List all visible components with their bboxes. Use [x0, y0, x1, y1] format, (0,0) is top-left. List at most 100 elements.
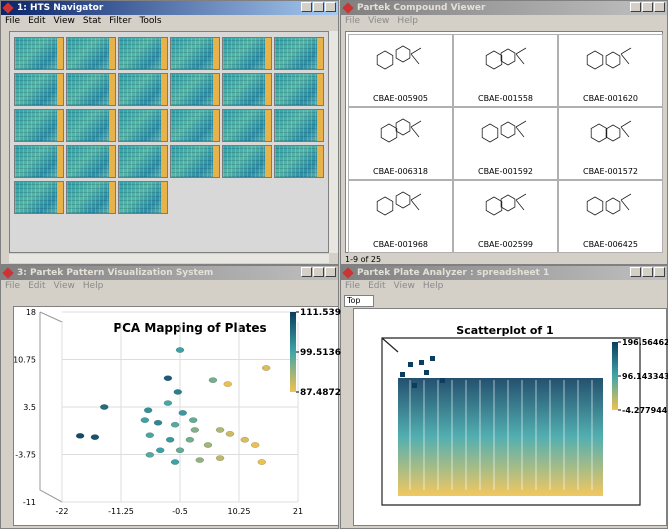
menu-item[interactable]: File: [5, 16, 21, 26]
maximize[interactable]: [313, 2, 324, 12]
plate-thumbnail: [66, 73, 116, 106]
colorbar-label: 111.539: [300, 308, 341, 318]
outlier: [412, 383, 417, 388]
data-point: [163, 375, 173, 382]
window: Partek Compound Viewer File View Help CBAE…: [340, 0, 668, 265]
scrollbar[interactable]: [9, 254, 329, 263]
data-point: [190, 427, 200, 433]
colorbar-label: 196.56462: [622, 338, 668, 347]
molecule-ring: [605, 124, 621, 142]
molecule-bond: [620, 47, 632, 65]
window: 1: HTS Navigator File Edit View Stat Filter T…: [0, 0, 339, 265]
close[interactable]: [654, 2, 665, 12]
window-title: 1: HTS Navigator: [17, 3, 104, 13]
data-point: [170, 421, 180, 428]
plate-thumbnail: [66, 37, 116, 70]
menu-item[interactable]: Stat: [82, 16, 102, 26]
menu-item[interactable]: View: [53, 281, 75, 291]
menu-item[interactable]: Help: [82, 281, 104, 291]
menu-item[interactable]: Filter: [109, 16, 132, 26]
data-point: [170, 459, 180, 465]
status: 1-9 of 25: [345, 255, 382, 264]
menu-item[interactable]: Tools: [139, 16, 162, 26]
molecule-bond: [620, 193, 632, 211]
plate-thumbnail: [14, 145, 64, 178]
plate-thumbnail: [274, 37, 324, 70]
compound-cell: CBAE-006425: [558, 180, 663, 253]
molecule-bond: [515, 120, 527, 138]
compound-cell: CBAE-001558: [453, 34, 558, 107]
minimize[interactable]: [301, 2, 312, 12]
x-tick-label: 10.25: [228, 507, 251, 516]
data-point: [223, 381, 232, 387]
menu-item[interactable]: Edit: [368, 281, 386, 291]
chart-title: PCA Mapping of Plates: [113, 321, 266, 335]
colorbar-label: -4.277944: [622, 406, 668, 415]
molecule-ring: [485, 196, 503, 216]
molecule-ring: [395, 191, 411, 209]
plate-thumbnail: [170, 145, 220, 178]
menu-bar: File Edit View Stat Filter Tools: [1, 15, 338, 28]
compound-id: CBAE-001592: [477, 167, 534, 176]
data-point: [163, 400, 173, 406]
title-bar: 1: HTS Navigator: [1, 1, 338, 15]
data-point: [100, 404, 109, 410]
x-tick-label: 21: [293, 507, 303, 516]
data-point: [185, 436, 195, 443]
menu-item[interactable]: File: [345, 16, 361, 26]
outlier: [430, 356, 435, 361]
compound-cell: CBAE-001592: [453, 107, 558, 180]
menu-item[interactable]: Help: [397, 16, 418, 26]
chart-title: Scatterplot of 1: [456, 324, 553, 337]
data-point: [208, 377, 218, 383]
window-title: Partek Compound Viewer: [357, 3, 486, 13]
outlier: [400, 372, 405, 377]
scrollbar[interactable]: [329, 31, 338, 253]
compound-cell: CBAE-005905: [348, 34, 453, 107]
menu-bar: File Edit View Help: [1, 280, 338, 293]
window-title: Partek Plate Analyzer : spreadsheet 1: [357, 268, 550, 278]
plate-thumbnail: [118, 73, 168, 106]
data-point: [175, 447, 185, 454]
minimize[interactable]: [630, 267, 641, 277]
x-tick-label: -11.25: [108, 507, 134, 516]
data-point: [188, 417, 198, 423]
molecule-ring: [605, 51, 621, 69]
menu-item[interactable]: Edit: [28, 281, 46, 291]
plot-area: [13, 306, 338, 526]
plate-thumbnail: [118, 181, 168, 214]
menu-bar: File Edit View Help: [341, 280, 667, 293]
maximize[interactable]: [642, 2, 653, 12]
maximize[interactable]: [642, 267, 653, 277]
menu-item[interactable]: View: [393, 281, 415, 291]
data-point: [261, 365, 271, 371]
menu-item[interactable]: View: [53, 16, 75, 26]
menu-item[interactable]: File: [345, 281, 361, 291]
view-dropdown[interactable]: Top: [344, 295, 374, 307]
maximize[interactable]: [313, 267, 324, 277]
menu-item[interactable]: View: [368, 16, 390, 26]
plate-thumbnail: [118, 109, 168, 142]
data-point: [240, 436, 250, 443]
menu-item[interactable]: Edit: [28, 16, 46, 26]
menu-item[interactable]: Help: [422, 281, 444, 291]
compound-grid: CBAE-005905 CBAE-001558 CBAE-001620 CBAE-00…: [345, 31, 663, 253]
colorbar-label: 87.4872: [300, 388, 341, 398]
plate-grid: [9, 31, 329, 253]
data-point: [195, 457, 205, 463]
close[interactable]: [654, 267, 665, 277]
molecule-ring: [586, 50, 604, 70]
compound-cell: CBAE-002599: [453, 180, 558, 253]
molecule-ring: [485, 50, 503, 70]
point-cloud: [398, 378, 603, 496]
axis-box: [381, 337, 641, 506]
minimize[interactable]: [630, 2, 641, 12]
data-point: [140, 417, 150, 423]
menu-item[interactable]: File: [5, 281, 21, 291]
close[interactable]: [325, 2, 336, 12]
minimize[interactable]: [301, 267, 312, 277]
plate-thumbnail: [14, 109, 64, 142]
close[interactable]: [325, 267, 336, 277]
